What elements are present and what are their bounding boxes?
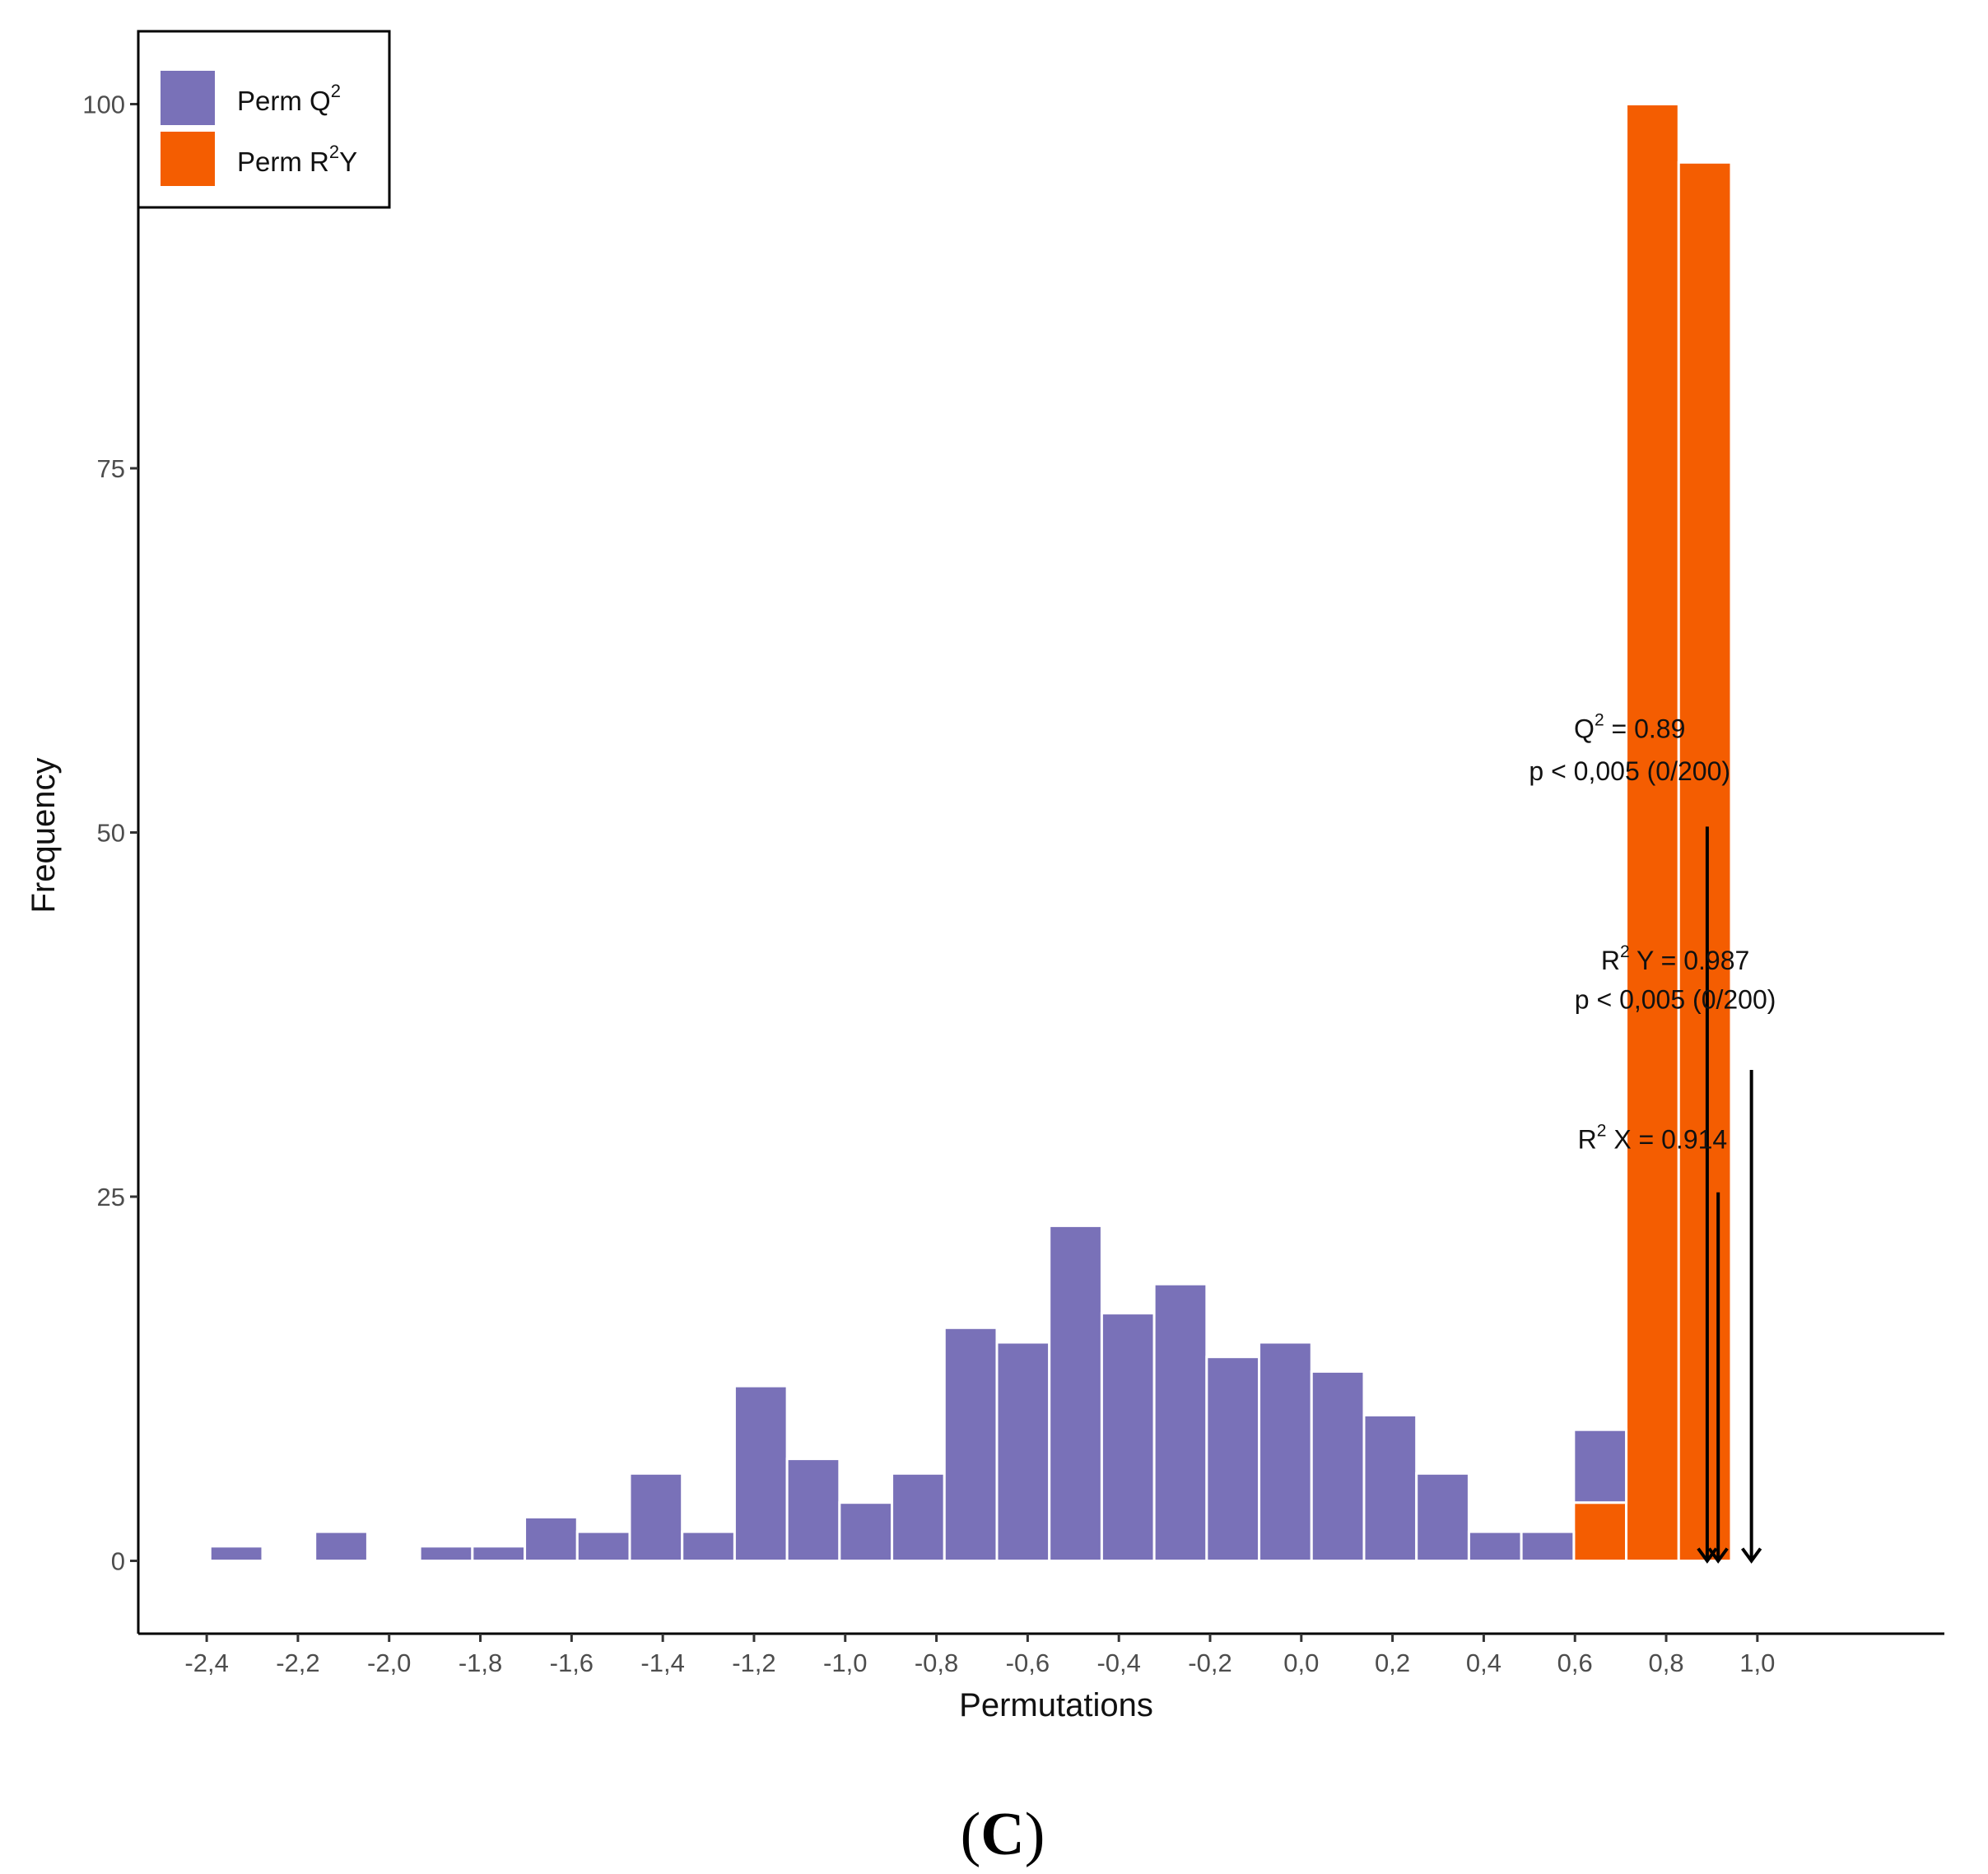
bar-perm-q2-6: [628, 1472, 684, 1563]
bar-perm-q2-7: [681, 1530, 736, 1562]
bar-perm-q2-5: [575, 1530, 631, 1562]
bar-perm-q2-19: [1310, 1369, 1366, 1563]
bar-perm-q2-3: [471, 1545, 527, 1563]
bar-perm-q2-18: [1258, 1341, 1313, 1562]
x-tick-label-10: -0,4: [1096, 1648, 1140, 1677]
bar-perm-q2-4: [524, 1515, 579, 1563]
y-tick-label-0: 0: [111, 1547, 125, 1576]
x-tick-label-5: -1,4: [640, 1648, 684, 1677]
bar-perm-r2y-1: [1625, 103, 1680, 1562]
bar-perm-q2-16: [1152, 1282, 1208, 1562]
bar-perm-q2-2: [418, 1545, 474, 1563]
bar-perm-q2-22: [1467, 1530, 1523, 1562]
legend-swatch-r2y: [161, 132, 215, 186]
annotation-labels: Q2 = 0.89 p < 0,005 (0/200) R2 X = 0.914 R2…: [1529, 710, 1776, 1154]
x-axis-ticks: -2,4 -2,2 -2,0 -1,8 -1,6 -1,4 -1,2 -1,0 -0,8 -0,6…: [184, 1634, 1775, 1677]
bar-perm-q2-10: [838, 1501, 894, 1562]
x-tick-label-4: -1,6: [550, 1648, 594, 1677]
legend-swatch-q2: [161, 71, 215, 125]
annotation-q2-pvalue: p < 0,005 (0/200): [1529, 756, 1730, 786]
y-tick-label-3: 75: [97, 454, 125, 483]
y-axis-ticks: 0 25 50 75 100: [82, 91, 138, 1576]
histogram-bars: [208, 103, 1733, 1563]
bar-perm-q2-23: [1520, 1530, 1576, 1562]
annotation-arrows: [1697, 826, 1762, 1564]
y-axis-title: Frequency: [26, 758, 62, 914]
x-tick-label-15: 0,6: [1557, 1648, 1593, 1677]
x-tick-label-7: -1,0: [823, 1648, 867, 1677]
y-tick-label-2: 50: [97, 819, 125, 848]
annotation-r2x-value: R2 X = 0.914: [1578, 1122, 1728, 1155]
annotation-q2-value: Q2 = 0.89: [1574, 710, 1685, 743]
x-tick-label-11: -0,2: [1188, 1648, 1231, 1677]
x-tick-label-2: -2,0: [367, 1648, 411, 1677]
x-tick-label-0: -2,4: [184, 1648, 228, 1677]
legend: Perm Q2 Perm R2Y: [137, 30, 391, 209]
annotation-r2y-pvalue: p < 0,005 (0/200): [1575, 985, 1776, 1015]
bar-perm-q2-20: [1362, 1414, 1418, 1562]
x-tick-label-1: -2,2: [276, 1648, 319, 1677]
bar-perm-q2-17: [1205, 1356, 1261, 1562]
y-tick-label-4: 100: [82, 91, 125, 119]
x-tick-label-9: -0,6: [1006, 1648, 1050, 1677]
y-tick-label-1: 25: [97, 1183, 125, 1211]
panel-label: (C): [961, 1801, 1045, 1868]
legend-label-q2: Perm Q2: [237, 81, 341, 116]
bar-perm-q2-21: [1415, 1472, 1470, 1563]
arrowhead-r2x: [1707, 1547, 1729, 1564]
x-tick-label-16: 0,8: [1648, 1648, 1683, 1677]
bar-perm-q2-9: [785, 1458, 841, 1562]
x-tick-label-17: 1,0: [1739, 1648, 1775, 1677]
x-tick-label-6: -1,2: [732, 1648, 775, 1677]
annotation-r2y-value: R2 Y = 0.987: [1601, 942, 1749, 975]
bar-perm-q2-14: [1048, 1224, 1103, 1563]
x-tick-label-8: -0,8: [915, 1648, 958, 1677]
x-tick-label-13: 0,2: [1375, 1648, 1410, 1677]
x-tick-label-3: -1,8: [459, 1648, 502, 1677]
x-axis-title: Permutations: [959, 1687, 1153, 1723]
bar-perm-r2y-2: [1677, 160, 1733, 1562]
bar-perm-r2y-0: [1572, 1501, 1628, 1562]
bar-perm-q2-15: [1100, 1312, 1156, 1562]
bar-perm-q2-13: [995, 1341, 1051, 1562]
bar-perm-q2-0: [208, 1545, 264, 1563]
bar-perm-q2-12: [943, 1326, 999, 1563]
legend-label-r2y: Perm R2Y: [237, 142, 357, 177]
arrowhead-r2y: [1741, 1547, 1762, 1564]
bar-perm-q2-8: [733, 1384, 789, 1562]
x-tick-label-14: 0,4: [1466, 1648, 1501, 1677]
bar-perm-q2-1: [314, 1530, 369, 1562]
x-tick-label-12: 0,0: [1283, 1648, 1319, 1677]
bar-perm-q2-11: [891, 1472, 946, 1563]
bar-perm-q2-24: [1572, 1428, 1628, 1504]
